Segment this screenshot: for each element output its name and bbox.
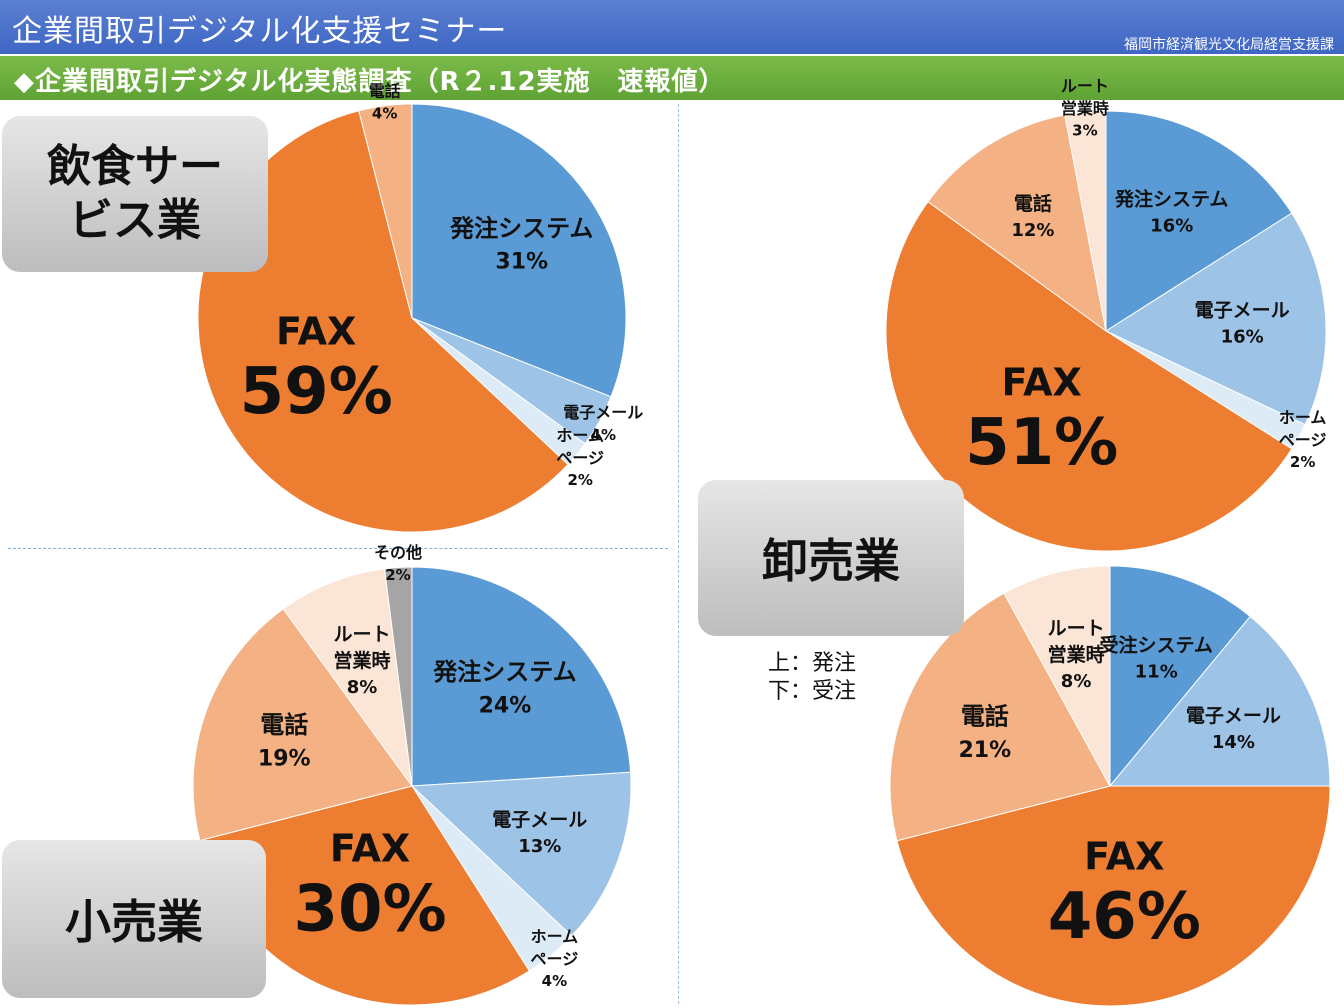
- slice-value-food-3: 59%: [240, 355, 393, 429]
- slice-value-wholesale-receive-0: 11%: [1135, 662, 1178, 683]
- slice-value-wholesale-order-4: 12%: [1011, 220, 1054, 241]
- industry-label-retail: 小売業: [2, 840, 266, 998]
- slice-label-wholesale-receive-2-0: FAX: [1084, 834, 1164, 878]
- pie-slice-wholesale-receive-0: [1109, 565, 1251, 788]
- vertical-divider: [678, 104, 679, 1004]
- slice-label-retail-5-1: 営業時: [334, 649, 391, 672]
- slice-value-retail-4: 19%: [258, 746, 311, 771]
- slice-value-wholesale-order-1: 16%: [1221, 326, 1264, 347]
- slice-label-food-1-0: 電子メール: [563, 403, 643, 422]
- pie-slice-wholesale-order-1: [1104, 212, 1327, 426]
- slice-label-food-4-0: 電話: [369, 81, 401, 100]
- slice-value-wholesale-receive-3: 21%: [958, 738, 1011, 763]
- slice-label-wholesale-order-5-1: 営業時: [1061, 99, 1109, 118]
- pie-slice-retail-0: [411, 566, 632, 787]
- pie-slice-wholesale-order-3: [885, 200, 1293, 552]
- slice-value-retail-5: 8%: [347, 677, 378, 698]
- slice-value-wholesale-order-0: 16%: [1150, 215, 1193, 236]
- page-subtitle: ◆企業間取引デジタル化実態調査（R２.12実施 速報値）: [14, 67, 726, 97]
- slice-value-retail-2: 4%: [542, 972, 567, 990]
- pie-slice-retail-5: [282, 568, 413, 787]
- industry-label-wholesale: 卸売業: [698, 480, 964, 636]
- slice-label-wholesale-order-2-1: ページ: [1279, 430, 1327, 449]
- slice-label-wholesale-receive-3-0: 電話: [961, 703, 1009, 731]
- order-note: 上：発注 下：受注: [768, 650, 856, 706]
- slice-label-wholesale-receive-4-1: 営業時: [1048, 643, 1105, 666]
- slice-label-wholesale-receive-4-0: ルート: [1048, 618, 1105, 640]
- slice-label-retail-4-0: 電話: [260, 711, 308, 739]
- page-title: 企業間取引デジタル化支援セミナー: [12, 14, 508, 49]
- slice-label-retail-6-0: その他: [374, 543, 422, 562]
- horizontal-divider: [8, 548, 668, 549]
- pie-slice-wholesale-receive-4: [1003, 565, 1111, 787]
- slice-value-wholesale-order-5: 3%: [1072, 122, 1097, 140]
- slice-value-retail-6: 2%: [385, 566, 410, 584]
- slice-value-wholesale-receive-1: 14%: [1212, 732, 1255, 753]
- pie-slice-retail-6: [383, 566, 413, 787]
- industry-label-retail-text: 小売業: [65, 895, 203, 949]
- pie-slice-food-0: [411, 103, 627, 398]
- industry-label-wholesale-text: 卸売業: [762, 534, 900, 588]
- pie-slice-food-4: [358, 103, 413, 319]
- title-bar: 企業間取引デジタル化支援セミナー 福岡市経済観光文化局経営支援課: [0, 0, 1344, 54]
- slice-label-retail-1-0: 電子メール: [492, 809, 587, 831]
- slice-label-retail-5-0: ルート: [334, 623, 391, 645]
- pie-slice-retail-4: [192, 608, 413, 842]
- slice-label-wholesale-order-0-0: 発注システム: [1114, 187, 1228, 210]
- slice-label-wholesale-order-2-0: ホーム: [1279, 408, 1327, 427]
- slice-label-retail-2-0: ホーム: [531, 927, 579, 946]
- slice-label-food-0-0: 発注システム: [449, 214, 593, 242]
- slice-label-food-2-1: ページ: [556, 448, 604, 467]
- slice-label-food-2-0: ホーム: [556, 426, 604, 445]
- note-order-lower: 下：受注: [768, 679, 857, 704]
- pie-slice-wholesale-order-0: [1105, 110, 1293, 332]
- organization-name: 福岡市経済観光文化局経営支援課: [1124, 37, 1334, 53]
- slice-value-food-4: 4%: [372, 104, 397, 122]
- slice-label-wholesale-order-4-0: 電話: [1014, 192, 1052, 215]
- slice-value-food-1: 4%: [591, 426, 616, 444]
- subtitle-bar: ◆企業間取引デジタル化実態調査（R２.12実施 速報値）: [0, 56, 1344, 100]
- slice-value-retail-0: 24%: [479, 693, 532, 718]
- pie-slice-wholesale-receive-1: [1108, 615, 1331, 787]
- slice-label-wholesale-order-3-0: FAX: [1002, 360, 1082, 404]
- slice-value-retail-1: 13%: [518, 836, 561, 857]
- slice-label-wholesale-receive-0-0: 受注システム: [1099, 634, 1212, 657]
- pie-slice-retail-1: [410, 771, 632, 937]
- industry-label-food-text: 飲食サービス業: [47, 141, 223, 246]
- slice-value-food-2: 2%: [567, 471, 592, 489]
- pie-slice-wholesale-receive-3: [889, 592, 1111, 842]
- slice-value-wholesale-order-2: 2%: [1290, 453, 1315, 471]
- slice-value-wholesale-receive-4: 8%: [1061, 671, 1092, 692]
- slice-label-wholesale-receive-1-0: 電子メール: [1186, 705, 1281, 727]
- slice-value-wholesale-order-3: 51%: [965, 406, 1118, 480]
- slice-label-wholesale-order-1-0: 電子メール: [1195, 299, 1290, 321]
- pie-slice-wholesale-order-4: [927, 114, 1107, 333]
- slice-label-retail-2-1: ページ: [531, 949, 579, 968]
- slice-value-retail-3: 30%: [293, 872, 446, 946]
- pie-slice-wholesale-order-5: [1064, 110, 1107, 332]
- slice-label-wholesale-order-5-0: ルート: [1061, 76, 1109, 95]
- slice-label-retail-0-0: 発注システム: [432, 658, 576, 686]
- slice-label-retail-3-0: FAX: [330, 827, 410, 871]
- slice-label-food-3-0: FAX: [276, 309, 356, 353]
- pie-slice-wholesale-receive-2: [896, 785, 1331, 1007]
- slice-value-wholesale-receive-2: 46%: [1048, 880, 1201, 954]
- slice-value-food-0: 31%: [495, 250, 548, 275]
- industry-label-food: 飲食サービス業: [2, 116, 268, 272]
- note-order-upper: 上：発注: [768, 651, 857, 676]
